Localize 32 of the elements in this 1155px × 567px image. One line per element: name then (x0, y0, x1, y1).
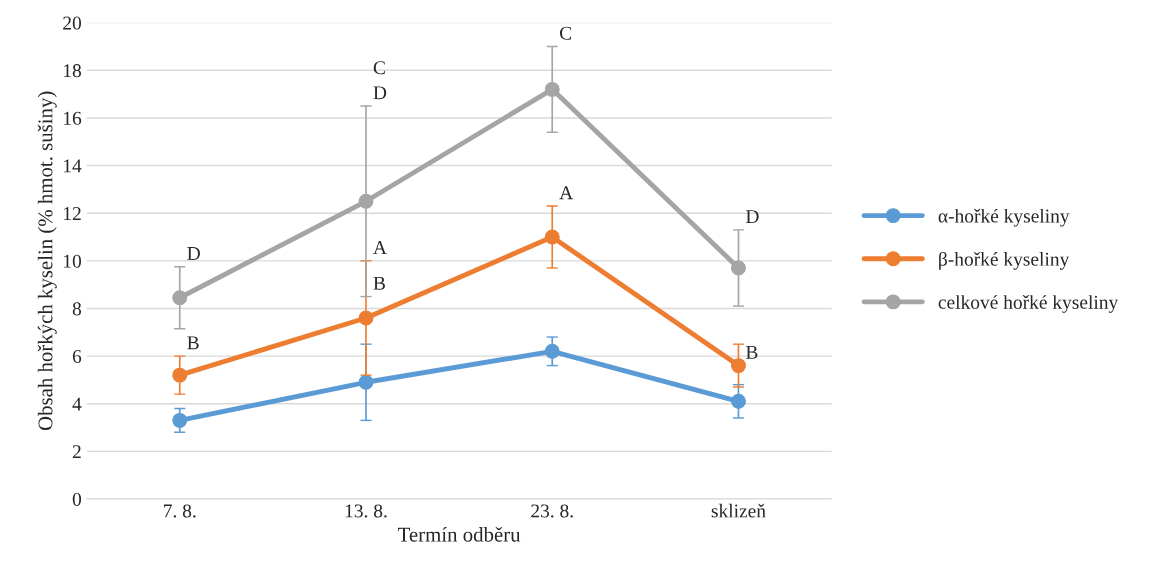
annotation: A (559, 186, 574, 200)
y-tick-label: 2 (72, 445, 81, 459)
annotation: D (745, 210, 759, 223)
annotation: C (559, 26, 572, 40)
legend-label: celkové hořké kyseliny (938, 295, 1119, 313)
y-tick-label: 12 (64, 207, 81, 220)
annotation: A (373, 241, 387, 254)
y-tick-label: 14 (64, 159, 82, 173)
x-tick-label: 13. 8. (345, 504, 387, 518)
y-tick-label: 16 (64, 111, 82, 125)
y-tick-label: 0 (72, 492, 82, 506)
legend-label: β-hořké kyseliny (939, 251, 1070, 270)
annotation: B (373, 276, 385, 290)
x-axis-title: Termín odběru (398, 526, 521, 542)
point (731, 393, 746, 409)
y-tick-label: 8 (72, 302, 82, 316)
y-tick-label: 18 (64, 64, 82, 78)
annotation: D (373, 86, 387, 100)
y-tick-label: 10 (64, 254, 82, 268)
y-axis-title: Obsah hořkých kyselin (% hmot. sušiny) (37, 91, 57, 431)
point (731, 358, 746, 374)
x-tick-label: sklizeň (711, 503, 766, 518)
x-tick-label: 23. 8. (531, 504, 573, 518)
annotation: B (187, 336, 199, 350)
annotation: B (745, 345, 758, 359)
x-tick-label: 7. 8. (164, 504, 196, 518)
annotation: D (187, 247, 200, 260)
y-tick-label: 4 (72, 397, 82, 411)
legend-label: α-hořké kyseliny (938, 208, 1070, 227)
annotation: C (373, 61, 385, 75)
y-tick-label: 6 (72, 349, 82, 364)
y-tick-label: 20 (63, 16, 82, 30)
